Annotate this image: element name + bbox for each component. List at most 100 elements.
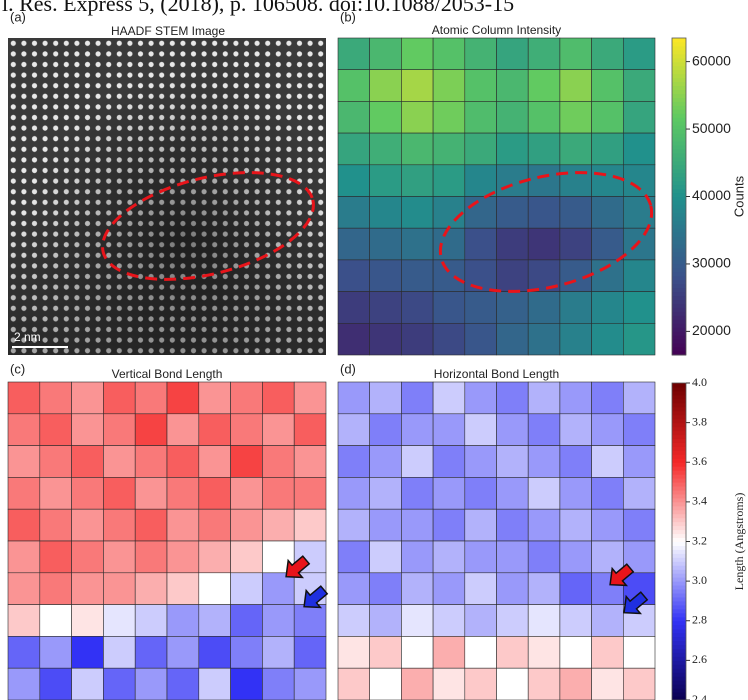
heatmap-cell: [134, 540, 168, 574]
heatmap-cell: [369, 259, 402, 292]
colorbar-slice: [672, 386, 686, 392]
heatmap-cell: [622, 636, 656, 669]
heatmap-cell: [230, 445, 263, 478]
colorbar-slice: [672, 696, 686, 700]
heatmap-cell: [230, 413, 263, 446]
heatmap-cell: [134, 572, 168, 605]
heatmap-cell: [198, 477, 231, 510]
heatmap-cell: [369, 132, 402, 166]
colorbar-slice: [672, 216, 686, 221]
heatmap-cell: [559, 413, 592, 446]
heatmap-cell: [369, 322, 402, 356]
heatmap-cell: [622, 132, 656, 166]
heatmap-cell: [527, 413, 561, 446]
panel-label: (a): [10, 9, 26, 24]
colorbar-slice: [672, 176, 686, 182]
colorbar-slice: [672, 529, 686, 535]
colorbar-slice: [672, 196, 686, 201]
colorbar-slice: [672, 652, 686, 657]
heatmap-cell: [464, 164, 497, 197]
heatmap-cell: [401, 636, 434, 669]
colorbar-slice: [672, 244, 686, 249]
colorbar-slice: [672, 156, 686, 162]
heatmap-cell: [432, 101, 466, 134]
heatmap-cell: [39, 572, 72, 605]
colorbar-slice: [672, 259, 686, 265]
heatmap-cell: [496, 477, 529, 510]
heatmap-cell: [464, 227, 497, 261]
heatmap-cell: [464, 101, 497, 134]
heatmap-cell: [369, 164, 402, 197]
heatmap-cell: [432, 508, 466, 542]
heatmap-cell: [496, 413, 529, 446]
colorbar-tick-label: 30000: [692, 255, 731, 271]
colorbar-slice: [672, 164, 686, 170]
heatmap-cell: [71, 445, 104, 478]
colorbar-slice: [672, 208, 686, 213]
colorbar-slice: [672, 644, 686, 649]
colorbar-slice: [672, 474, 686, 479]
colorbar-slice: [672, 263, 686, 269]
heatmap-cell: [401, 196, 434, 229]
heatmap-cell: [71, 508, 104, 542]
colorbar-slice: [672, 565, 686, 570]
heatmap-cell: [401, 69, 434, 102]
heatmap-cell: [559, 508, 592, 542]
heatmap-cell: [622, 291, 656, 324]
heatmap-cell: [166, 381, 200, 415]
highlight-ellipse: [101, 171, 315, 281]
heatmap-cell: [262, 667, 295, 700]
heatmap-cell: [622, 413, 656, 446]
heatmap-cell: [7, 667, 41, 700]
heatmap-cell: [230, 508, 263, 542]
heatmap-cell: [464, 69, 497, 102]
heatmap-cell: [293, 445, 327, 478]
heatmap-cell: [432, 381, 466, 415]
colorbar-tick-label: 3.0: [692, 573, 707, 587]
colorbar-slice: [672, 398, 686, 404]
colorbar-slice: [672, 69, 686, 75]
heatmap-cell: [527, 291, 561, 324]
heatmap-cell: [337, 101, 371, 134]
heatmap-cell: [559, 445, 592, 478]
heatmap-cell: [293, 477, 327, 510]
heatmap-cell: [591, 413, 624, 446]
colorbar-slice: [672, 418, 686, 424]
heatmap-cell: [230, 540, 263, 574]
arrow: [623, 591, 649, 615]
colorbar-slice: [672, 267, 686, 273]
heatmap-cell: [464, 413, 497, 446]
heatmap-cell: [527, 132, 561, 166]
panel-label: (c): [10, 361, 25, 376]
heatmap-cell: [198, 445, 231, 478]
colorbar-slice: [672, 525, 686, 531]
heatmap-cell: [7, 508, 41, 542]
heatmap-cell: [527, 101, 561, 134]
colorbar-slice: [672, 462, 686, 467]
heatmap-cell: [71, 540, 104, 574]
heatmap-cell: [464, 196, 497, 229]
colorbar-slice: [672, 73, 686, 79]
heatmap-cell: [591, 132, 624, 166]
colorbar-slice: [672, 541, 686, 546]
colorbar-slice: [672, 557, 686, 562]
colorbar-slice: [672, 549, 686, 554]
heatmap-cell: [293, 381, 327, 415]
colorbar-slice: [672, 569, 686, 574]
colorbar-slice: [672, 220, 686, 225]
colorbar-slice: [672, 517, 686, 523]
heatmap-cell: [496, 667, 529, 700]
colorbar-slice: [672, 97, 686, 102]
colorbar-slice: [672, 137, 686, 142]
heatmap-cell: [401, 381, 434, 415]
heatmap-cell: [369, 540, 402, 574]
colorbar-slice: [672, 105, 686, 110]
heatmap-cell: [401, 445, 434, 478]
heatmap-cell: [337, 477, 371, 510]
heatmap-cell: [496, 445, 529, 478]
colorbar-slice: [672, 497, 686, 503]
heatmap-cell: [369, 445, 402, 478]
heatmap-cell: [591, 636, 624, 669]
colorbar-label: Counts: [731, 175, 746, 217]
